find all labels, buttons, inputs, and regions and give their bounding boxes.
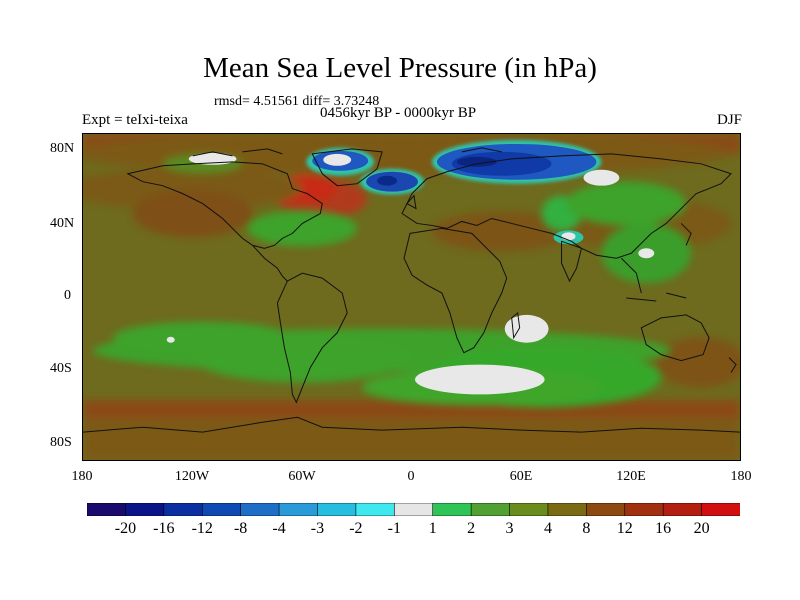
colorbar-label: 1 <box>428 520 437 537</box>
lon-tick-180w: 180 <box>71 469 93 484</box>
colorbar-label: 2 <box>467 520 476 537</box>
colorbar-swatch <box>355 503 396 516</box>
colorbar-swatch <box>393 503 434 516</box>
colorbar-label: 16 <box>655 520 672 537</box>
greenland-outline <box>311 148 383 187</box>
colorbar-label: -1 <box>387 520 401 537</box>
lat-tick-0: 0 <box>64 288 71 303</box>
colorbar-swatch <box>125 503 165 516</box>
colorbar-label: 12 <box>616 520 633 537</box>
india-outline <box>561 240 583 283</box>
colorbar-swatch <box>701 503 740 516</box>
experiment-label: Expt = teIxi-teixa <box>82 112 188 128</box>
green-regions <box>92 153 692 408</box>
page-title: Mean Sea Level Pressure (in hPa) <box>203 52 597 84</box>
colorbar-swatch <box>317 503 357 516</box>
lat-tick-80n: 80N <box>50 141 75 156</box>
madagascar-outline <box>511 311 521 340</box>
colorbar-swatch <box>547 503 588 516</box>
southeast-asia-outline <box>621 257 687 302</box>
central-america-outline <box>252 244 288 282</box>
colorbar-label: -2 <box>349 520 363 537</box>
colorbar-swatch <box>240 503 280 516</box>
south-america-outline <box>276 272 348 404</box>
lon-tick-60w: 60W <box>288 469 316 484</box>
arctic-islands-outline <box>192 147 502 157</box>
negative-anomalies <box>188 139 655 259</box>
colorbar-label: 3 <box>505 520 514 537</box>
colorbar-swatch <box>509 503 549 516</box>
coastlines <box>83 147 740 433</box>
new-zealand-outline <box>728 357 737 373</box>
africa-outline <box>403 227 508 354</box>
colorbar-swatch <box>662 503 703 516</box>
colorbar-swatch <box>624 503 664 516</box>
lat-tick-80s: 80S <box>50 435 72 450</box>
colorbar-label: -8 <box>233 520 248 537</box>
eurasia-outline <box>401 153 732 259</box>
lat-tick-40n: 40N <box>50 216 75 231</box>
near-zero-regions <box>166 314 549 395</box>
australia-outline <box>640 314 710 362</box>
colorbar-label: -16 <box>153 520 175 537</box>
colorbar-swatch <box>586 503 626 516</box>
lon-tick-60e: 60E <box>509 469 533 484</box>
rmsd-text: rmsd= 4.51561 diff= 3.73248 <box>214 94 380 109</box>
colorbar-swatch <box>87 503 127 516</box>
colorbar-label: -3 <box>310 520 325 537</box>
lon-tick-120e: 120E <box>616 469 646 484</box>
colorbar-label: -12 <box>191 520 213 537</box>
colorbar-swatch <box>278 503 319 516</box>
lon-tick-0: 0 <box>407 469 415 484</box>
subtitle: 0456kyr BP - 0000kyr BP <box>320 105 477 121</box>
colorbar <box>87 503 740 516</box>
colorbar-label: 4 <box>543 520 552 537</box>
british-isles-outline <box>406 194 417 210</box>
lon-tick-120w: 120W <box>174 469 210 484</box>
colorbar-swatch <box>470 503 511 516</box>
colorbar-label: -4 <box>272 520 286 537</box>
colorbar-swatch <box>432 503 472 516</box>
north-america-outline <box>126 161 323 249</box>
colorbar-swatch <box>201 503 242 516</box>
pressure-anomaly-map <box>82 133 741 461</box>
colorbar-swatch <box>163 503 204 516</box>
lat-tick-40s: 40S <box>50 361 72 376</box>
season-label: DJF <box>716 112 742 128</box>
lon-tick-180e: 180 <box>730 469 752 484</box>
colorbar-label: -20 <box>114 520 137 537</box>
antarctica-outline <box>83 416 740 433</box>
colorbar-label: 8 <box>582 520 591 537</box>
japan-outline <box>680 223 692 246</box>
anomaly-bands <box>83 134 740 460</box>
colorbar-label: 20 <box>693 520 710 537</box>
